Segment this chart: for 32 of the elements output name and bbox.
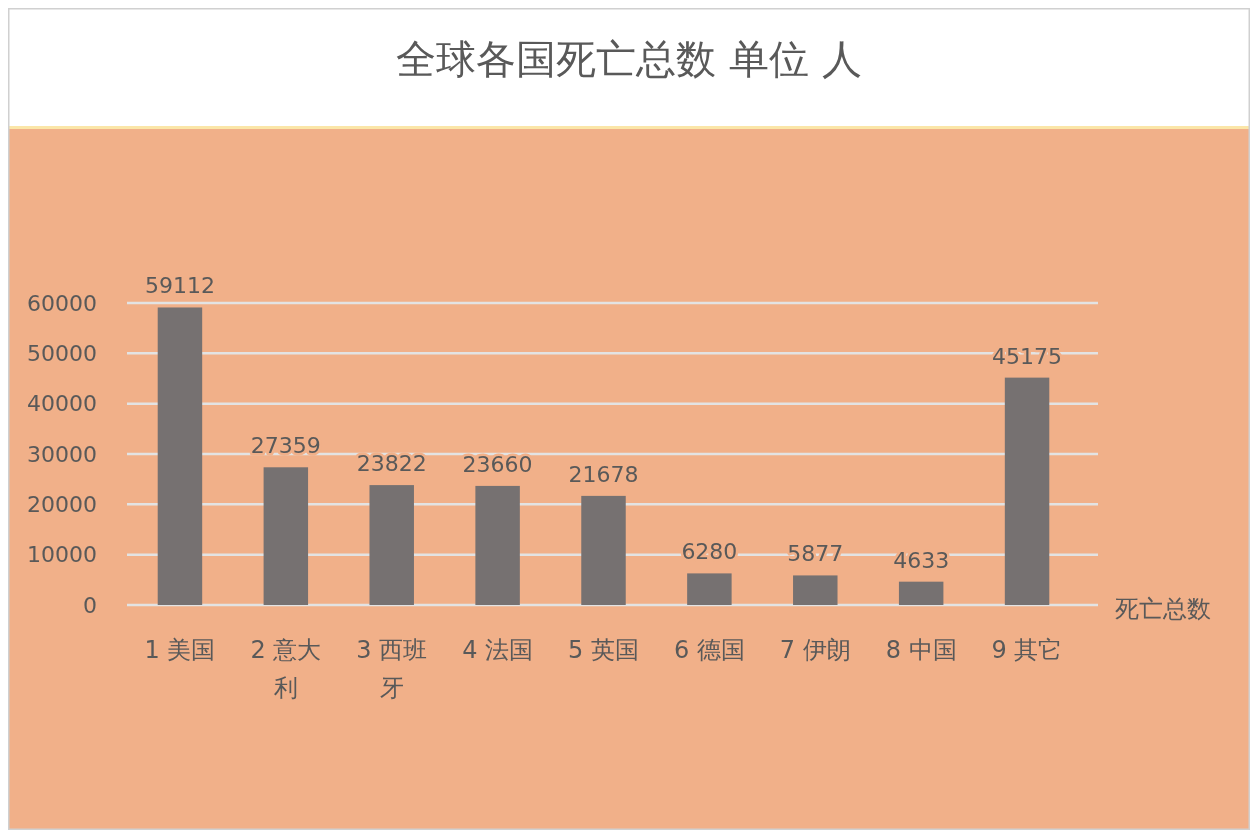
data-label: 59112 — [144, 273, 215, 299]
data-label: 27359 — [250, 433, 321, 459]
x-tick-label: 5 英国 — [568, 636, 639, 664]
y-tick-label: 20000 — [27, 492, 97, 518]
x-tick-label: 1 美国 — [144, 636, 216, 664]
y-tick-label: 40000 — [27, 391, 97, 417]
bar — [687, 573, 732, 605]
data-label: 23822 — [356, 451, 427, 477]
y-tick-label: 10000 — [27, 542, 97, 568]
bar — [157, 307, 203, 605]
x-tick-label: 9 其它 — [991, 636, 1063, 664]
x-tick-label: 8 中国 — [885, 636, 957, 664]
bar — [898, 581, 944, 605]
bar — [793, 575, 838, 605]
x-tick-label: 7 伊朗 — [779, 636, 851, 664]
y-tick-label: 0 — [83, 592, 97, 618]
bar — [369, 485, 414, 605]
bar — [1004, 377, 1050, 605]
text: 死亡总数 — [1115, 595, 1211, 623]
data-label: 21678 — [568, 461, 639, 487]
x-tick-label: 2 意大利 — [250, 636, 322, 702]
x-tick-label: 4 法国 — [462, 636, 534, 664]
chart-title: 全球各国死亡总数 单位 人 — [396, 36, 862, 82]
y-tick-label: 30000 — [27, 441, 97, 467]
x-tick-label: 6 德国 — [673, 636, 745, 664]
bar — [581, 495, 626, 605]
x-tick-label: 3 西班牙 — [356, 636, 428, 702]
data-label: 23660 — [462, 451, 533, 477]
y-tick-label: 50000 — [27, 341, 97, 367]
bar — [475, 485, 520, 605]
y-tick-label: 60000 — [27, 290, 97, 316]
bar — [263, 467, 309, 605]
